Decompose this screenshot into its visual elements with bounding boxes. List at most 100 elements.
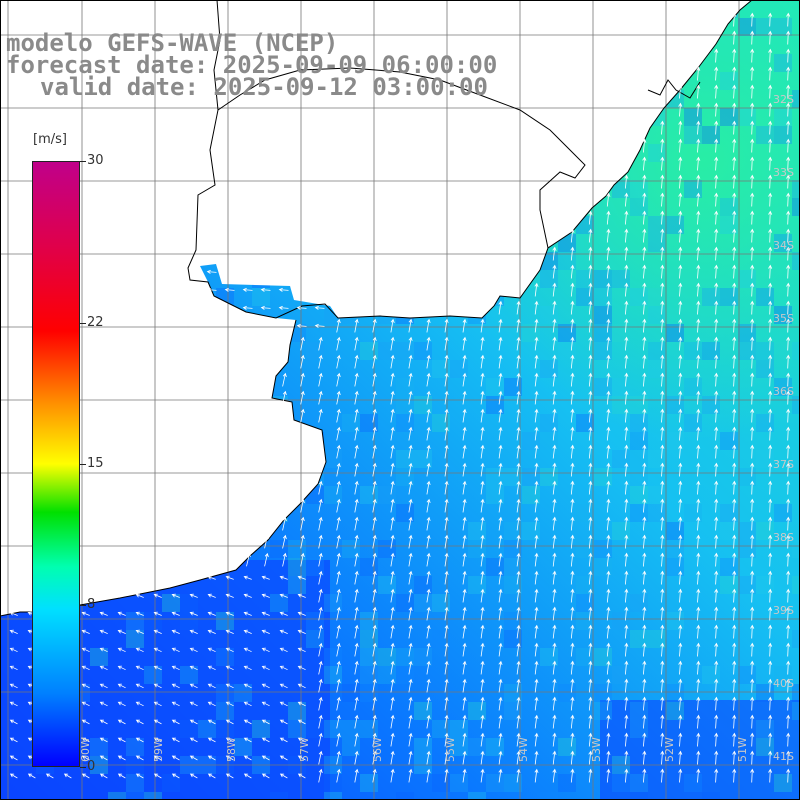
wind-arrow <box>534 678 539 693</box>
wind-arrow <box>678 300 683 315</box>
wind-arrow <box>207 719 216 725</box>
wind-arrow <box>117 683 126 689</box>
wind-arrow <box>696 426 701 441</box>
wind-arrow <box>207 611 216 616</box>
wind-arrow <box>171 701 180 707</box>
wind-arrow <box>696 102 701 117</box>
wind-arrow <box>660 750 665 765</box>
wind-arrow <box>207 629 216 634</box>
wind-arrow <box>714 498 719 513</box>
wind-arrow <box>696 408 701 423</box>
wind-arrow <box>606 552 611 567</box>
wind-arrow <box>534 426 539 441</box>
wind-arrow <box>750 30 755 45</box>
wind-arrow <box>570 354 575 369</box>
wind-arrow <box>480 318 485 333</box>
wind-arrow <box>390 516 395 531</box>
wind-arrow <box>660 336 665 351</box>
wind-arrow <box>480 660 485 675</box>
wind-arrow <box>732 210 737 225</box>
wind-arrow <box>354 408 359 423</box>
wind-arrow <box>45 773 54 779</box>
wind-arrow <box>135 719 144 725</box>
wind-arrow <box>354 390 359 405</box>
wind-arrow <box>408 444 413 459</box>
wind-arrow <box>768 300 773 315</box>
wind-arrow <box>516 480 521 495</box>
wind-arrow <box>264 534 269 549</box>
wind-arrow <box>732 336 737 351</box>
wind-arrow <box>570 534 575 549</box>
colorbar-tick-label: 22 <box>87 314 104 330</box>
longitude-label: 51W <box>736 737 749 762</box>
wind-arrow <box>714 48 719 63</box>
wind-arrow <box>516 390 521 405</box>
wind-arrow <box>660 372 665 387</box>
wind-arrow <box>243 773 252 779</box>
wind-arrow <box>768 642 773 657</box>
wind-arrow <box>426 318 431 333</box>
wind-arrow <box>279 701 288 707</box>
wind-arrow <box>354 588 359 603</box>
wind-arrow <box>768 696 773 711</box>
wind-arrow <box>336 588 341 603</box>
wind-arrow <box>117 647 126 653</box>
wind-arrow <box>261 737 270 743</box>
wind-arrow <box>768 102 773 117</box>
colorbar-tick-mark <box>80 161 86 162</box>
wind-arrow <box>642 210 647 225</box>
wind-arrow <box>297 737 306 743</box>
wind-arrow <box>714 696 719 711</box>
wind-arrow <box>207 665 216 671</box>
wind-arrow <box>552 444 557 459</box>
wind-arrow <box>750 732 755 747</box>
wind-arrow <box>225 755 234 761</box>
wind-arrow <box>624 336 629 351</box>
wind-arrow <box>624 534 629 549</box>
wind-arrow <box>768 210 773 225</box>
wind-arrow <box>678 120 683 135</box>
wind-arrow <box>552 372 557 387</box>
wind-arrow <box>588 318 593 333</box>
wind-arrow <box>750 300 755 315</box>
wind-arrow <box>768 84 773 99</box>
wind-arrow <box>480 498 485 513</box>
wind-arrow <box>243 575 252 580</box>
wind-arrow <box>99 773 108 779</box>
wind-arrow <box>297 773 306 779</box>
wind-arrow <box>498 588 503 603</box>
wind-arrow <box>768 174 773 189</box>
wind-arrow <box>261 665 270 671</box>
wind-arrow <box>552 624 557 639</box>
wind-arrow <box>786 444 791 459</box>
wind-arrow <box>318 660 323 675</box>
wind-arrow <box>786 102 791 117</box>
wind-arrow <box>480 732 485 747</box>
wind-arrow <box>261 683 270 689</box>
wind-arrow <box>552 300 557 315</box>
wind-arrow <box>714 462 719 477</box>
wind-arrow <box>189 683 198 689</box>
wind-arrow <box>750 264 755 279</box>
wind-arrow <box>318 552 323 567</box>
wind-arrow <box>606 210 611 225</box>
wind-arrow <box>207 683 216 689</box>
wind-arrow <box>261 701 270 707</box>
wind-arrow <box>786 606 791 621</box>
wind-arrow <box>732 390 737 405</box>
wind-arrow <box>570 228 575 243</box>
wind-arrow <box>714 390 719 405</box>
wind-arrow <box>534 642 539 657</box>
wind-arrow <box>207 701 216 707</box>
wind-arrow <box>516 516 521 531</box>
wind-arrow <box>9 665 18 671</box>
wind-arrow <box>282 516 287 531</box>
wind-arrow <box>660 318 665 333</box>
wind-arrow <box>354 606 359 621</box>
wind-arrow <box>99 719 108 725</box>
longitude-labels: 60W 59W 58W 57W 56W 55W 54W 53W 52W 51W <box>79 737 749 762</box>
wind-arrow <box>498 516 503 531</box>
wind-arrow <box>117 611 126 616</box>
wind-arrow <box>768 192 773 207</box>
wind-arrow <box>768 678 773 693</box>
